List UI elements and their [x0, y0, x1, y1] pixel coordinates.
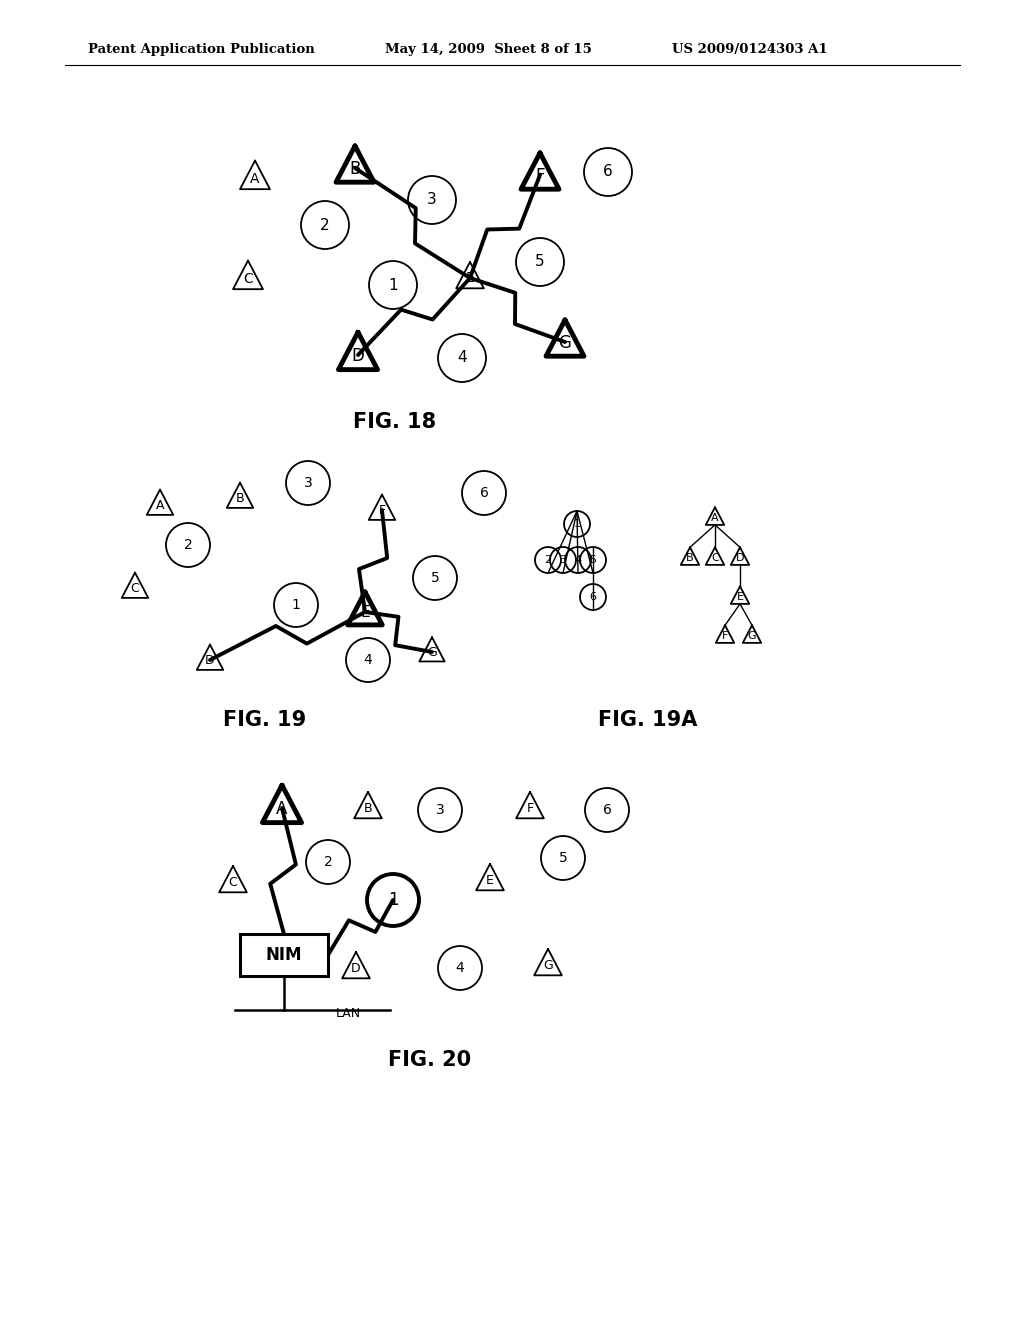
Text: F: F [526, 803, 534, 814]
Text: 1: 1 [292, 598, 300, 612]
Text: LAN: LAN [336, 1007, 361, 1020]
Text: E: E [736, 593, 743, 602]
Text: C: C [131, 582, 139, 595]
Text: E: E [360, 605, 370, 620]
Text: 4: 4 [457, 351, 467, 366]
Text: 4: 4 [364, 653, 373, 667]
Text: Patent Application Publication: Patent Application Publication [88, 44, 314, 57]
Text: FIG. 19: FIG. 19 [223, 710, 306, 730]
Text: May 14, 2009  Sheet 8 of 15: May 14, 2009 Sheet 8 of 15 [385, 44, 592, 57]
Text: 3: 3 [304, 477, 312, 490]
Text: D: D [351, 347, 365, 364]
Text: 3: 3 [435, 803, 444, 817]
Text: FIG. 19A: FIG. 19A [598, 710, 697, 730]
Text: G: G [427, 645, 437, 659]
Text: A: A [712, 513, 719, 523]
Text: 2: 2 [321, 218, 330, 232]
Text: FIG. 20: FIG. 20 [388, 1049, 472, 1071]
Text: 1: 1 [388, 891, 398, 909]
Text: C: C [243, 272, 253, 285]
Text: 1: 1 [573, 519, 581, 529]
Text: 2: 2 [324, 855, 333, 869]
Text: 5: 5 [559, 851, 567, 865]
Text: 6: 6 [590, 591, 597, 602]
Text: B: B [364, 803, 373, 814]
Text: A: A [276, 800, 288, 817]
Text: 2: 2 [545, 554, 552, 565]
Text: 4: 4 [574, 554, 582, 565]
Text: 6: 6 [603, 165, 613, 180]
Text: 6: 6 [602, 803, 611, 817]
Text: D: D [205, 653, 215, 667]
Text: 3: 3 [427, 193, 437, 207]
Text: 5: 5 [431, 572, 439, 585]
Text: F: F [536, 166, 545, 185]
Text: FIG. 18: FIG. 18 [353, 412, 436, 432]
Text: B: B [349, 160, 360, 178]
Text: B: B [236, 492, 245, 506]
Text: A: A [250, 172, 260, 186]
Text: E: E [486, 874, 494, 887]
Text: 4: 4 [456, 961, 464, 975]
Text: A: A [156, 499, 164, 512]
FancyBboxPatch shape [240, 935, 328, 975]
Text: E: E [466, 272, 474, 285]
Text: NIM: NIM [266, 946, 302, 964]
Text: 5: 5 [536, 255, 545, 269]
Text: 6: 6 [479, 486, 488, 500]
Text: G: G [748, 631, 757, 642]
Text: D: D [736, 553, 744, 564]
Text: C: C [228, 876, 238, 888]
Text: 3: 3 [559, 554, 566, 565]
Text: 5: 5 [590, 554, 597, 565]
Text: 2: 2 [183, 539, 193, 552]
Text: B: B [686, 553, 694, 564]
Text: D: D [351, 962, 360, 975]
Text: G: G [558, 334, 571, 351]
Text: F: F [379, 504, 386, 517]
Text: C: C [711, 553, 719, 564]
Text: 1: 1 [388, 277, 397, 293]
Text: F: F [722, 631, 728, 642]
Text: G: G [543, 958, 553, 972]
Text: US 2009/0124303 A1: US 2009/0124303 A1 [672, 44, 827, 57]
